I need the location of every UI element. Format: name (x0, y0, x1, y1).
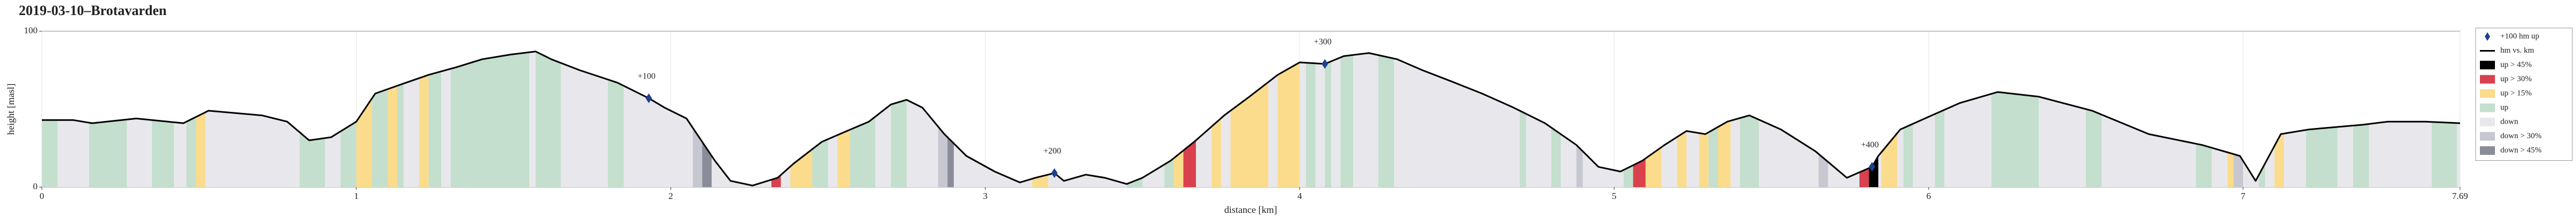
slope-band (1991, 51, 2039, 187)
slope-band (419, 51, 429, 187)
slope-band (1699, 51, 1709, 187)
legend-label: up > 45% (2500, 60, 2531, 69)
slope-band (812, 51, 828, 187)
legend-label: hm vs. km (2500, 46, 2534, 55)
slope-band (388, 51, 397, 187)
slope-band (1173, 51, 1184, 187)
legend-patch (2480, 103, 2495, 112)
slope-band (1306, 51, 1316, 187)
legend-label: up > 15% (2500, 89, 2531, 97)
slope-band (152, 51, 174, 187)
slope-band (535, 51, 561, 187)
x-tick-label: 7 (2241, 191, 2246, 201)
hm-marker (645, 93, 652, 103)
chart-title: 2019-03-10–Brotavarden (19, 3, 167, 18)
slope-band (2353, 51, 2369, 187)
legend-patch (2480, 132, 2495, 141)
legend-label: up > 30% (2500, 75, 2531, 83)
slope-band (1645, 51, 1662, 187)
slope-band (702, 51, 712, 187)
slope-band (850, 51, 875, 187)
slope-band (89, 51, 127, 187)
hm-marker (1869, 162, 1876, 172)
slope-band (1718, 51, 1731, 187)
slope-band (1032, 51, 1048, 187)
slope-band (340, 51, 356, 187)
slope-band (42, 51, 58, 187)
slope-band (947, 51, 954, 187)
marker-label: +300 (1314, 38, 1332, 47)
slope-band (1859, 51, 1869, 187)
slope-band (1520, 51, 1527, 187)
slope-band (1551, 51, 1561, 187)
slope-band (1278, 51, 1300, 187)
slope-band (2234, 51, 2243, 187)
x-tick-label: 6 (1926, 191, 1931, 201)
profile-line (42, 51, 2461, 187)
slope-band (1576, 51, 1583, 187)
legend-patch (2480, 146, 2495, 155)
slope-band (837, 51, 850, 187)
legend-patch (2480, 118, 2495, 126)
slope-band (1935, 51, 1945, 187)
slope-band (891, 51, 907, 187)
hm-marker (1051, 168, 1058, 178)
slope-band (186, 51, 196, 187)
slope-band (1127, 51, 1143, 187)
slope-band (1881, 51, 1898, 187)
slope-band (1340, 51, 1353, 187)
legend-label: down > 45% (2500, 146, 2542, 154)
marker-label: +200 (1043, 147, 1061, 156)
slope-band (1230, 51, 1268, 187)
slope-band (608, 51, 624, 187)
x-tick-label: 5 (1612, 191, 1617, 201)
slope-band (1677, 51, 1687, 187)
y-tick-label: 0 (33, 181, 38, 191)
slope-band (1903, 51, 1913, 187)
slope-band (2432, 51, 2457, 187)
slope-band (2274, 51, 2284, 187)
y-axis-label: height [masl] (5, 83, 16, 134)
legend-patch (2480, 61, 2495, 69)
x-tick-label: 0 (40, 191, 45, 201)
legend-label: up (2500, 103, 2508, 112)
slope-band (196, 51, 206, 187)
slope-band (1325, 51, 1331, 187)
legend-label: +100 hm up (2500, 32, 2539, 40)
x-tick-label: 7.69 (2452, 191, 2468, 201)
marker-label: +100 (638, 72, 655, 81)
slope-band (938, 51, 948, 187)
x-axis-label: distance [km] (1224, 204, 1277, 215)
slope-band (2195, 51, 2212, 187)
slope-band (428, 51, 441, 187)
hm-marker (1322, 59, 1329, 69)
slope-band (692, 51, 703, 187)
legend-label: down (2500, 117, 2519, 126)
slope-band (1378, 51, 1395, 187)
slope-band (1623, 51, 1633, 187)
y-tick-label: 100 (24, 25, 38, 35)
x-tick-label: 2 (668, 191, 673, 201)
legend-marker (2485, 32, 2490, 41)
legend-patch (2480, 75, 2495, 84)
slope-band (1740, 51, 1759, 187)
slope-band (1708, 51, 1718, 187)
slope-band (1212, 51, 1221, 187)
slope-band (2305, 51, 2338, 187)
slope-band (771, 51, 781, 187)
slope-band (300, 51, 325, 187)
slope-band (372, 51, 388, 187)
x-tick-label: 3 (983, 191, 988, 201)
legend-label: down > 30% (2500, 132, 2542, 140)
legend-patch (2480, 89, 2495, 98)
marker-label: +400 (1861, 140, 1879, 149)
x-tick-label: 1 (354, 191, 359, 201)
slope-band (450, 51, 530, 187)
slope-band (397, 51, 404, 187)
x-tick-label: 4 (1297, 191, 1302, 201)
slope-band (1183, 51, 1196, 187)
slope-band (1818, 51, 1828, 187)
